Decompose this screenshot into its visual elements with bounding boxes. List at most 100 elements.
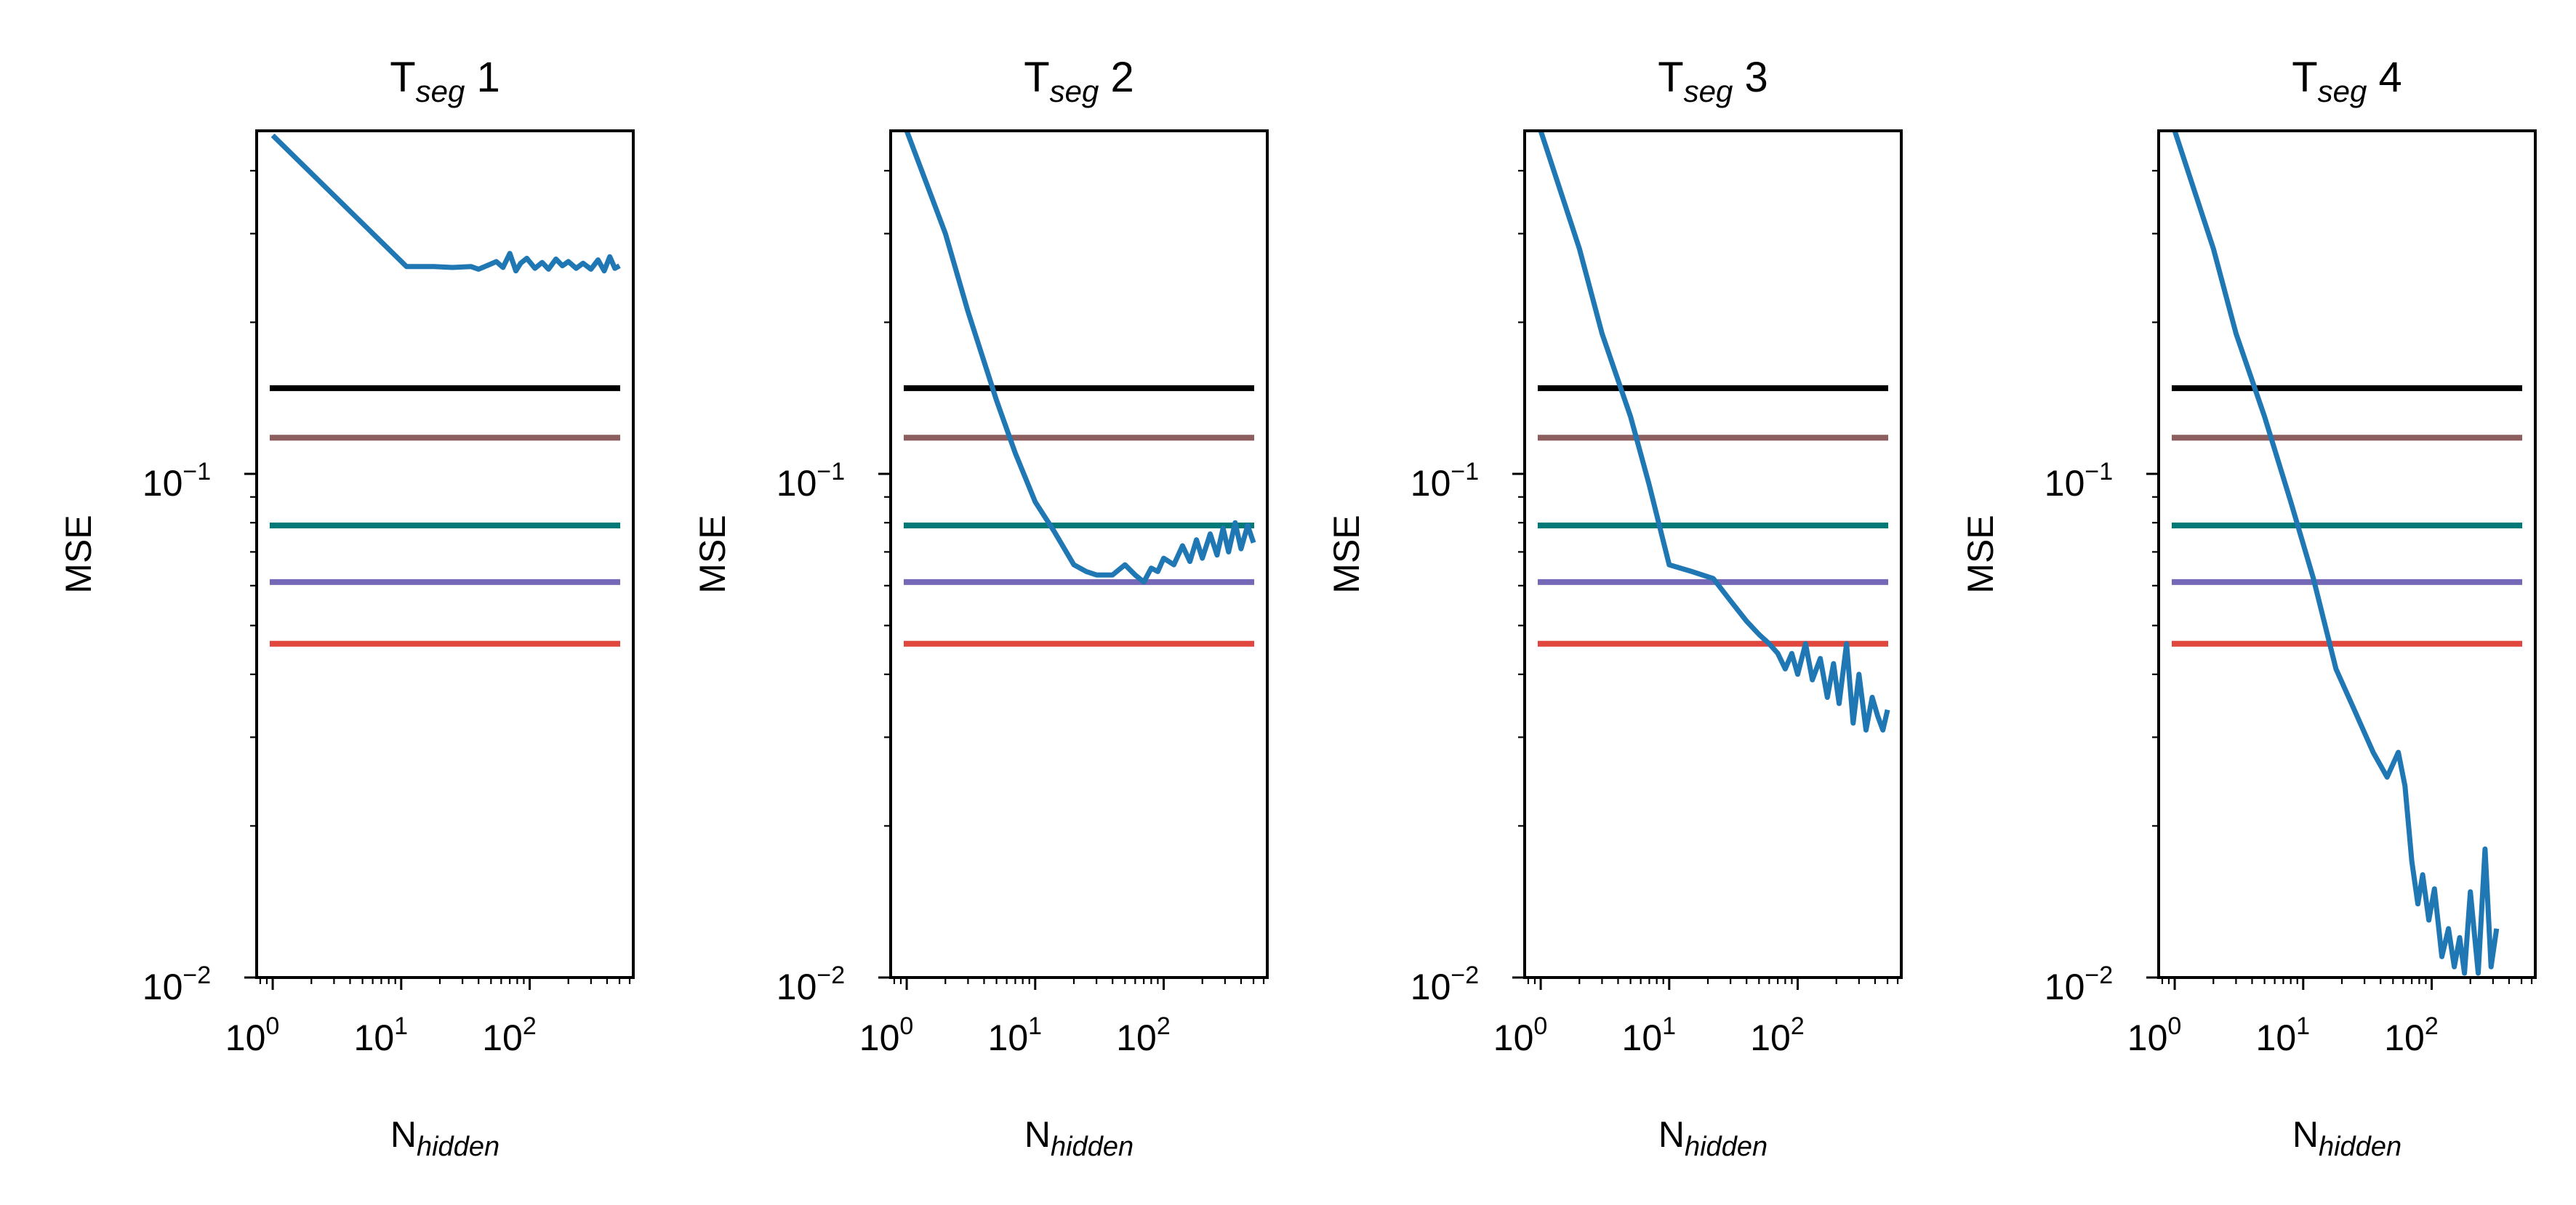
x-tick-label: 101 — [354, 1012, 409, 1058]
y-tick-base: 10 — [143, 463, 183, 504]
axes-frame — [889, 129, 1269, 979]
x-axis-label: Nhidden — [1024, 1114, 1133, 1162]
title-main: T — [1024, 54, 1049, 101]
x-tick-exponent: 2 — [523, 1012, 537, 1040]
series-line-1 — [2172, 131, 2500, 976]
x-tick-label: 101 — [2256, 1012, 2311, 1058]
x-tick-label: 102 — [482, 1012, 537, 1058]
x-axis-label: Nhidden — [390, 1114, 499, 1162]
axes-frame — [2157, 129, 2537, 979]
y-tick-label: 10−2 — [2045, 962, 2113, 1007]
x-tick-label: 100 — [1493, 1012, 1548, 1058]
y-axis-label: MSE — [58, 515, 99, 593]
title-main: T — [2292, 54, 2317, 101]
x-tick-base: 10 — [2127, 1017, 2168, 1058]
x-axis-label-subscript: hidden — [1051, 1132, 1133, 1162]
series-line-1 — [904, 131, 1256, 585]
x-axis-label-main: N — [390, 1114, 417, 1155]
panel-title: Tseg 1 — [390, 54, 500, 108]
x-axis-label-subscript: hidden — [2319, 1132, 2402, 1162]
y-tick-exponent: −1 — [816, 458, 845, 485]
y-tick-exponent: −2 — [816, 962, 845, 989]
y-tick-exponent: −2 — [1450, 962, 1479, 989]
axes-frame — [255, 129, 635, 979]
x-tick-label: 101 — [1622, 1012, 1677, 1058]
y-tick-base: 10 — [2045, 967, 2085, 1007]
x-tick-label: 101 — [988, 1012, 1043, 1058]
x-axis-label-main: N — [1658, 1114, 1685, 1155]
title-subscript: seg — [1050, 74, 1099, 108]
x-tick-base: 10 — [1493, 1017, 1534, 1058]
title-subscript: seg — [1684, 74, 1733, 108]
y-axis-label: MSE — [1960, 515, 2001, 593]
panel-title: Tseg 2 — [1024, 54, 1134, 108]
y-tick-label: 10−2 — [777, 962, 845, 1007]
x-tick-base: 10 — [2256, 1017, 2297, 1058]
title-main: T — [1658, 54, 1683, 101]
x-tick-exponent: 0 — [899, 1012, 913, 1040]
panel-title: Tseg 4 — [2292, 54, 2402, 108]
x-tick-exponent: 0 — [1533, 1012, 1547, 1040]
x-tick-exponent: 0 — [265, 1012, 279, 1040]
y-tick-exponent: −2 — [2085, 962, 2113, 989]
x-axis-label-subscript: hidden — [1685, 1132, 1768, 1162]
y-tick-base: 10 — [777, 967, 817, 1007]
x-tick-exponent: 2 — [1791, 1012, 1805, 1040]
x-tick-base: 10 — [354, 1017, 395, 1058]
panel-title: Tseg 3 — [1658, 54, 1768, 108]
series-line-1 — [1538, 131, 1890, 733]
x-tick-exponent: 2 — [2425, 1012, 2439, 1040]
title-main: T — [390, 54, 415, 101]
x-tick-exponent: 1 — [1662, 1012, 1676, 1040]
x-axis-label-main: N — [1024, 1114, 1051, 1155]
title-subscript: seg — [2318, 74, 2367, 108]
y-tick-exponent: −1 — [2085, 458, 2113, 485]
y-tick-label: 10−1 — [143, 458, 211, 504]
y-tick-base: 10 — [1411, 967, 1451, 1007]
x-tick-base: 10 — [1622, 1017, 1663, 1058]
x-tick-exponent: 2 — [1157, 1012, 1171, 1040]
title-subscript: seg — [416, 74, 465, 108]
title-suffix: 1 — [465, 54, 499, 101]
title-suffix: 4 — [2367, 54, 2402, 101]
y-axis-label: MSE — [692, 515, 733, 593]
x-tick-label: 102 — [1116, 1012, 1171, 1058]
y-tick-exponent: −1 — [182, 458, 211, 485]
y-tick-exponent: −1 — [1450, 458, 1479, 485]
y-tick-label: 10−1 — [777, 458, 845, 504]
x-tick-exponent: 1 — [394, 1012, 408, 1040]
x-tick-base: 10 — [1116, 1017, 1157, 1058]
x-tick-base: 10 — [482, 1017, 523, 1058]
y-tick-base: 10 — [1411, 463, 1451, 504]
y-tick-base: 10 — [143, 967, 183, 1007]
y-tick-label: 10−1 — [2045, 458, 2113, 504]
y-tick-base: 10 — [777, 463, 817, 504]
x-axis-label-subscript: hidden — [417, 1132, 499, 1162]
title-suffix: 3 — [1733, 54, 1768, 101]
series-line-1 — [270, 133, 621, 274]
x-tick-label: 102 — [2384, 1012, 2439, 1058]
y-axis-label: MSE — [1326, 515, 1367, 593]
x-tick-exponent: 0 — [2167, 1012, 2181, 1040]
axes-frame — [1523, 129, 1903, 979]
x-tick-base: 10 — [859, 1017, 900, 1058]
x-tick-label: 102 — [1750, 1012, 1805, 1058]
y-tick-label: 10−1 — [1411, 458, 1479, 504]
x-tick-base: 10 — [988, 1017, 1029, 1058]
x-tick-base: 10 — [2384, 1017, 2425, 1058]
x-tick-base: 10 — [225, 1017, 266, 1058]
x-tick-label: 100 — [225, 1012, 280, 1058]
y-tick-base: 10 — [2045, 463, 2085, 504]
x-tick-exponent: 1 — [2296, 1012, 2310, 1040]
x-tick-exponent: 1 — [1028, 1012, 1042, 1040]
y-tick-label: 10−2 — [143, 962, 211, 1007]
x-axis-label-main: N — [2292, 1114, 2319, 1155]
x-axis-label: Nhidden — [2292, 1114, 2402, 1162]
y-tick-label: 10−2 — [1411, 962, 1479, 1007]
title-suffix: 2 — [1099, 54, 1133, 101]
